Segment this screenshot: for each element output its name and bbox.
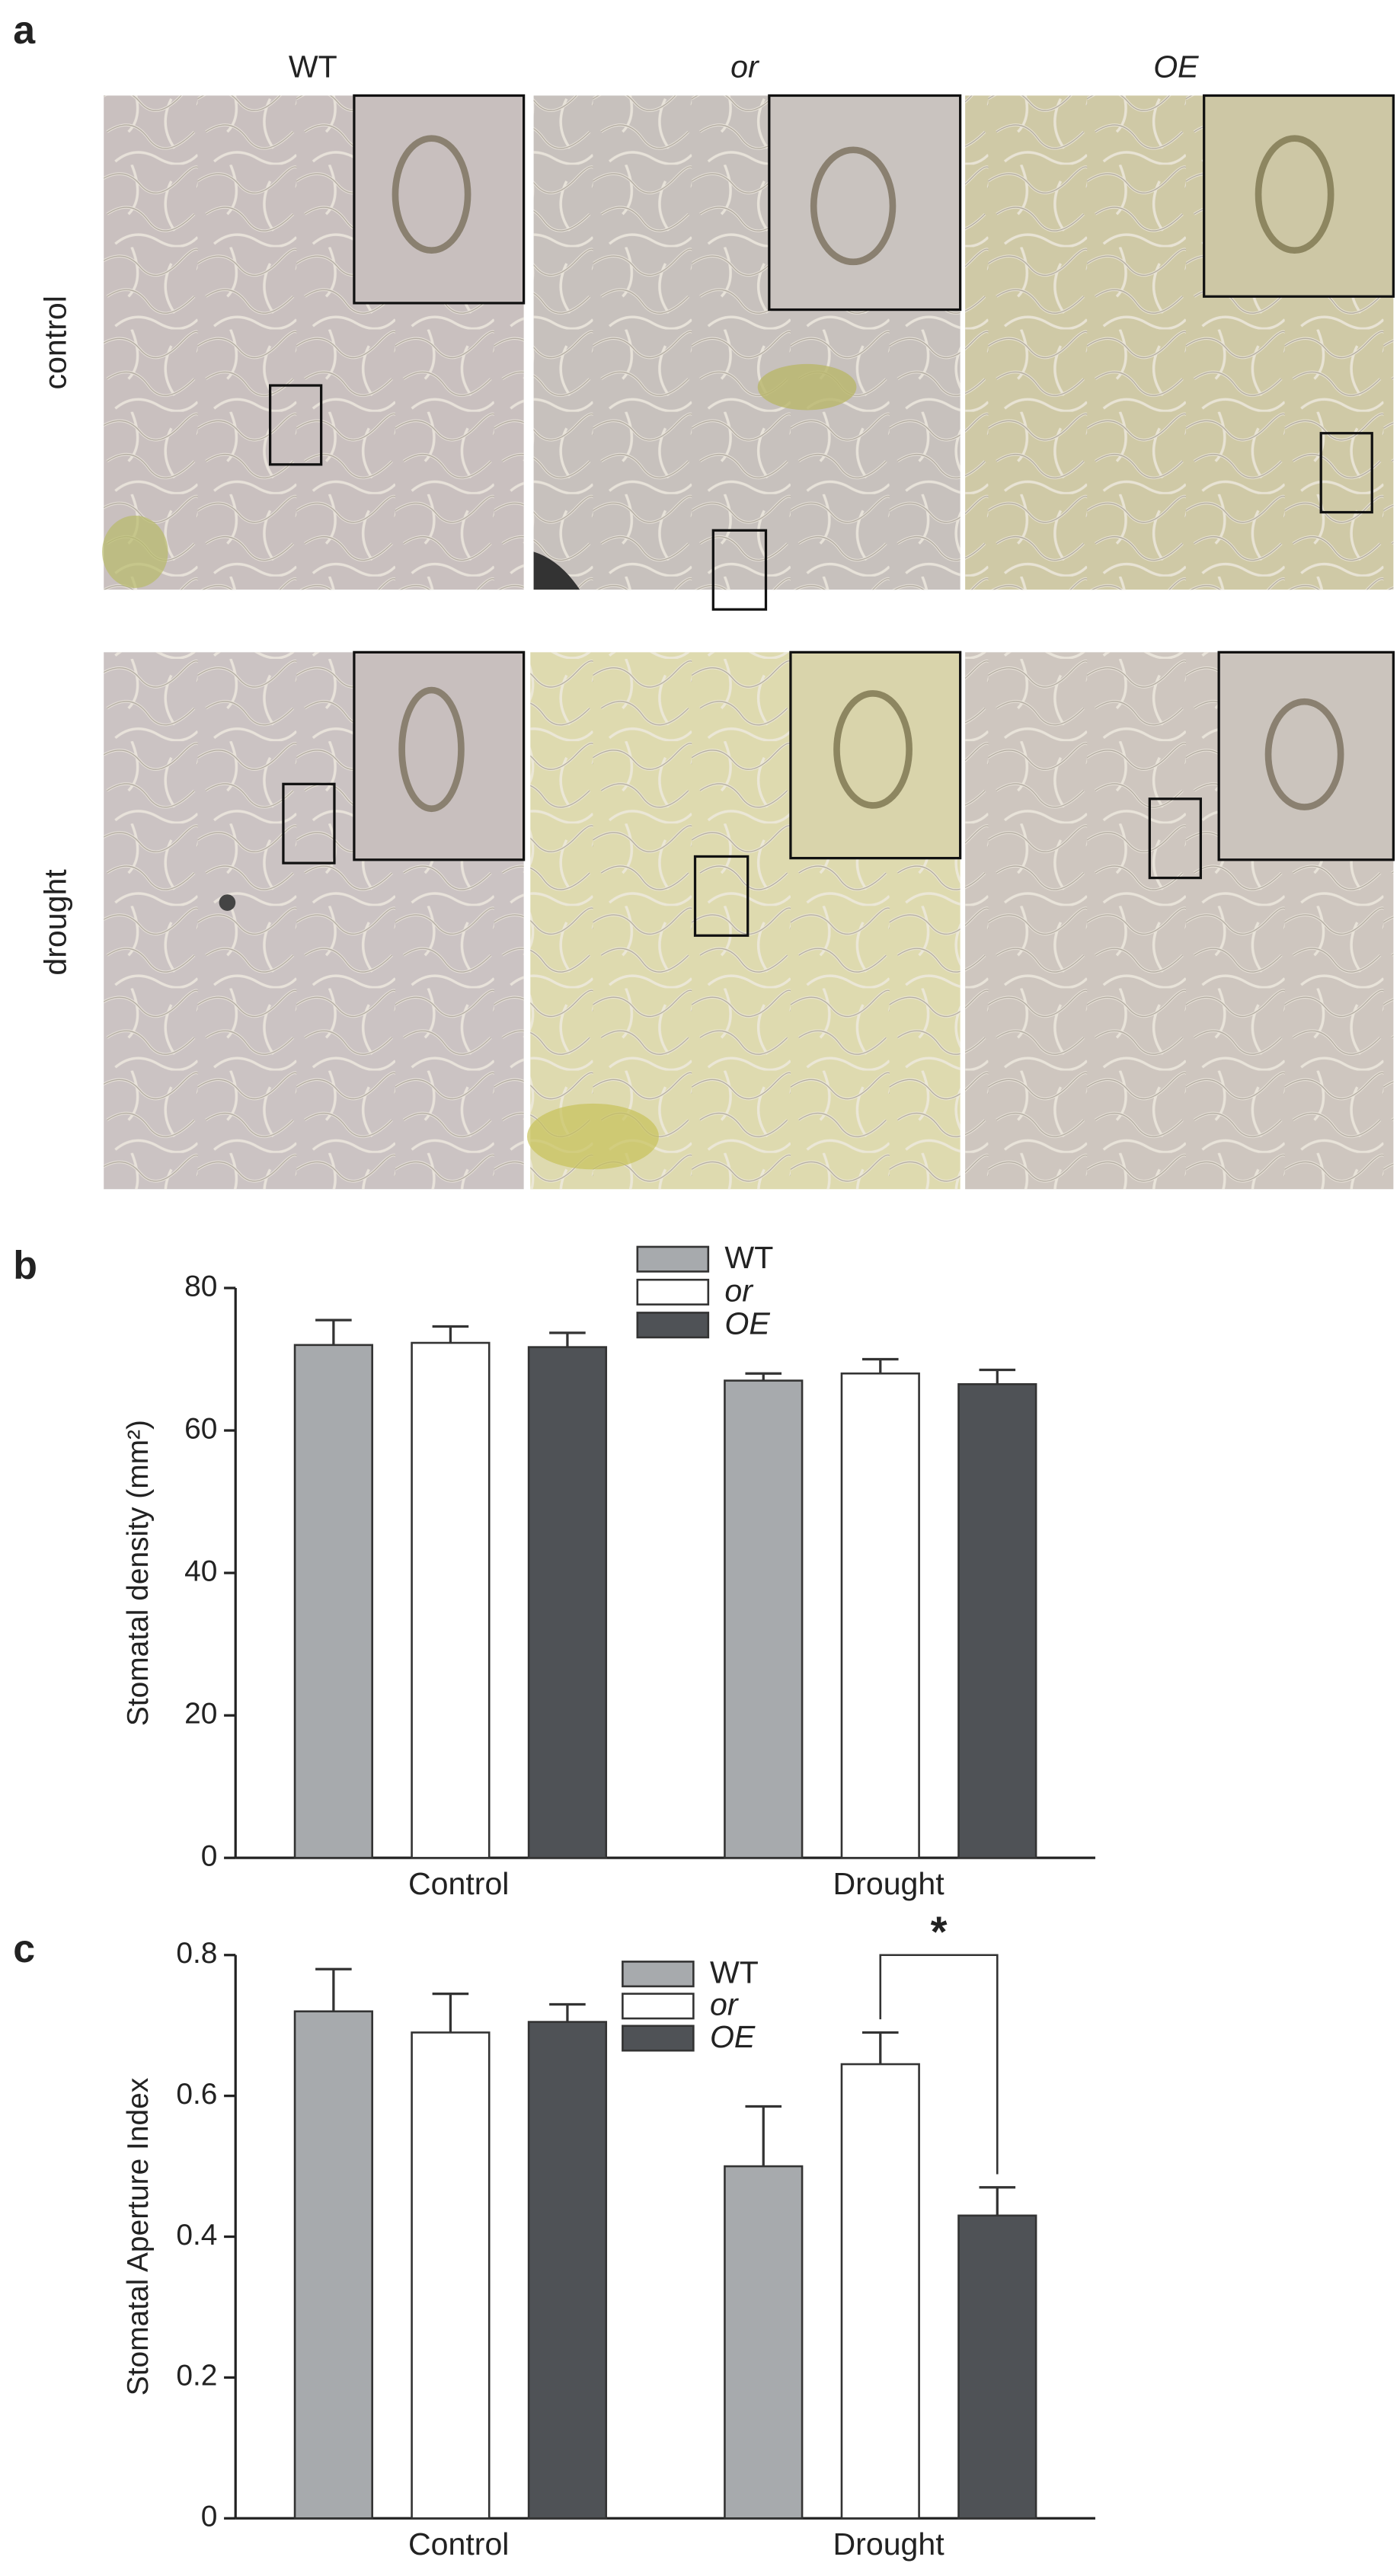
legend-label: or xyxy=(710,1987,740,2022)
bar xyxy=(840,2063,920,2520)
bar xyxy=(957,2214,1037,2520)
bar xyxy=(527,2021,608,2520)
y-axis-title: Stomatal Aperture Index xyxy=(122,2077,155,2395)
micrograph xyxy=(102,94,526,590)
y-tick-label: 40 xyxy=(184,1555,217,1587)
legend-swatch xyxy=(622,1961,695,1988)
legend-swatch xyxy=(636,1278,710,1306)
bar xyxy=(411,2031,491,2520)
bar xyxy=(724,1379,804,1859)
y-tick-label: 0.6 xyxy=(176,2078,217,2111)
bar xyxy=(293,2010,373,2520)
y-tick-label: 0.8 xyxy=(176,1937,217,1970)
legend-label: or xyxy=(724,1273,754,1308)
bar xyxy=(724,2165,804,2520)
x-tick-label: Control xyxy=(408,2526,509,2562)
significance-bracket xyxy=(879,1954,999,2175)
y-tick-label: 20 xyxy=(184,1697,217,1730)
micrograph xyxy=(965,650,1395,1190)
legend-swatch xyxy=(636,1312,710,1339)
y-tick-label: 60 xyxy=(184,1412,217,1445)
legend-label: OE xyxy=(724,1306,770,1341)
bar xyxy=(840,1372,920,1859)
bar xyxy=(411,1341,491,1859)
y-tick-label: 0.2 xyxy=(176,2360,217,2392)
panel-label: a xyxy=(13,8,36,52)
legend-label: WT xyxy=(710,1955,759,1990)
micrograph xyxy=(104,650,526,1190)
column-label: or xyxy=(730,50,760,85)
y-axis-title: Stomatal density (mm²) xyxy=(122,1420,155,1726)
micrograph xyxy=(533,94,962,611)
micrograph xyxy=(965,94,1395,590)
y-tick-label: 0 xyxy=(201,2501,218,2533)
y-tick-label: 80 xyxy=(184,1270,217,1302)
legend-label: WT xyxy=(724,1240,773,1275)
annotation: * xyxy=(931,1908,948,1956)
x-tick-label: Drought xyxy=(833,1866,945,1901)
bar xyxy=(957,1382,1037,1859)
x-tick-label: Control xyxy=(408,1866,509,1901)
row-label: drought xyxy=(38,869,73,976)
x-tick-label: Drought xyxy=(833,2526,945,2562)
legend-label: OE xyxy=(710,2019,756,2054)
micrograph xyxy=(526,650,962,1190)
y-tick-label: 0 xyxy=(201,1839,218,1872)
legend-swatch xyxy=(636,1245,710,1273)
bar xyxy=(527,1346,608,1859)
y-tick-label: 0.4 xyxy=(176,2219,217,2252)
column-label: WT xyxy=(289,50,337,85)
panel-label: c xyxy=(13,1926,35,1970)
bar xyxy=(293,1344,373,1859)
legend-swatch xyxy=(622,1993,695,2020)
panel-label: b xyxy=(13,1243,37,1287)
legend-swatch xyxy=(622,2025,695,2052)
column-label: OE xyxy=(1153,50,1199,85)
row-label: control xyxy=(38,296,73,389)
